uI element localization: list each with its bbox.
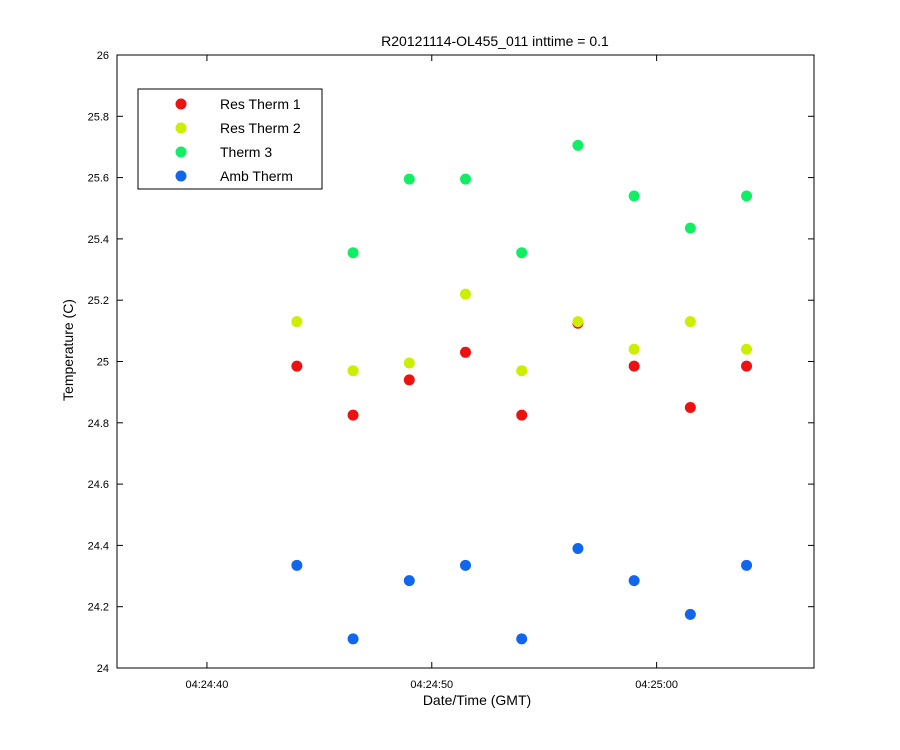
y-tick-label: 24 xyxy=(97,663,109,675)
y-tick-label: 26 xyxy=(97,50,109,62)
point-res-therm-1 xyxy=(628,360,640,372)
y-tick-label: 25.8 xyxy=(88,111,109,123)
point-amb-therm xyxy=(347,633,359,645)
point-res-therm-2 xyxy=(460,288,471,300)
point-res-therm-2 xyxy=(291,316,303,328)
x-axis-label: Date/Time (GMT) xyxy=(423,692,531,708)
axis-ticks: 24 24.2 24.4 24.6 24.8 25 25.2 25.4 25.6 25.8 26 04… xyxy=(88,50,814,691)
legend-marker-therm-3 xyxy=(175,146,187,158)
point-res-therm-2 xyxy=(572,316,584,328)
legend-label-res-therm-2: Res Therm 2 xyxy=(220,120,301,136)
point-therm-3 xyxy=(403,173,415,185)
point-amb-therm xyxy=(628,575,640,587)
point-therm-3 xyxy=(684,222,696,234)
legend: Res Therm 1 Res Therm 2 Therm 3 Amb Ther… xyxy=(137,88,323,190)
point-res-therm-2 xyxy=(684,316,696,328)
y-tick-label: 25.4 xyxy=(88,234,109,246)
x-tick-label: 04:25:00 xyxy=(635,679,678,691)
point-therm-3 xyxy=(628,190,640,202)
point-res-therm-2 xyxy=(516,365,528,377)
y-tick-label: 24.6 xyxy=(88,479,109,491)
point-amb-therm xyxy=(741,559,753,571)
point-amb-therm xyxy=(460,559,471,571)
legend-marker-res-therm-2 xyxy=(175,122,187,134)
point-therm-3 xyxy=(347,247,359,259)
point-res-therm-1 xyxy=(347,409,359,421)
point-res-therm-1 xyxy=(403,374,415,386)
point-amb-therm xyxy=(572,542,584,554)
point-therm-3 xyxy=(460,173,471,185)
point-res-therm-2 xyxy=(347,365,359,377)
point-res-therm-1 xyxy=(684,401,696,413)
point-therm-3 xyxy=(741,190,753,202)
point-res-therm-1 xyxy=(460,346,471,358)
point-amb-therm xyxy=(516,633,528,645)
point-therm-3 xyxy=(516,247,528,259)
point-res-therm-2 xyxy=(741,343,753,355)
legend-marker-amb-therm xyxy=(175,170,187,182)
legend-marker-res-therm-1 xyxy=(175,98,187,110)
x-tick-label: 04:24:40 xyxy=(186,679,229,691)
point-amb-therm xyxy=(684,608,696,620)
y-tick-label: 25.2 xyxy=(88,295,109,307)
y-tick-label: 25 xyxy=(97,357,109,369)
point-therm-3 xyxy=(572,139,584,151)
legend-box xyxy=(137,88,323,190)
point-res-therm-2 xyxy=(403,357,415,369)
data-points xyxy=(291,139,753,645)
legend-label-therm-3: Therm 3 xyxy=(220,144,272,160)
y-tick-label: 25.6 xyxy=(88,173,109,185)
chart-title: R20121114-OL455_011 inttime = 0.1 xyxy=(381,33,609,49)
y-axis-label: Temperature (C) xyxy=(60,299,76,401)
point-res-therm-1 xyxy=(741,360,753,372)
point-res-therm-1 xyxy=(291,360,303,372)
legend-label-amb-therm: Amb Therm xyxy=(220,168,293,184)
point-res-therm-1 xyxy=(516,409,528,421)
legend-label-res-therm-1: Res Therm 1 xyxy=(220,96,301,112)
y-tick-label: 24.4 xyxy=(88,540,109,552)
point-amb-therm xyxy=(403,575,415,587)
y-tick-label: 24.8 xyxy=(88,418,109,430)
y-tick-label: 24.2 xyxy=(88,602,109,614)
x-tick-label: 04:24:50 xyxy=(410,679,453,691)
point-res-therm-2 xyxy=(628,343,640,355)
point-amb-therm xyxy=(291,559,303,571)
